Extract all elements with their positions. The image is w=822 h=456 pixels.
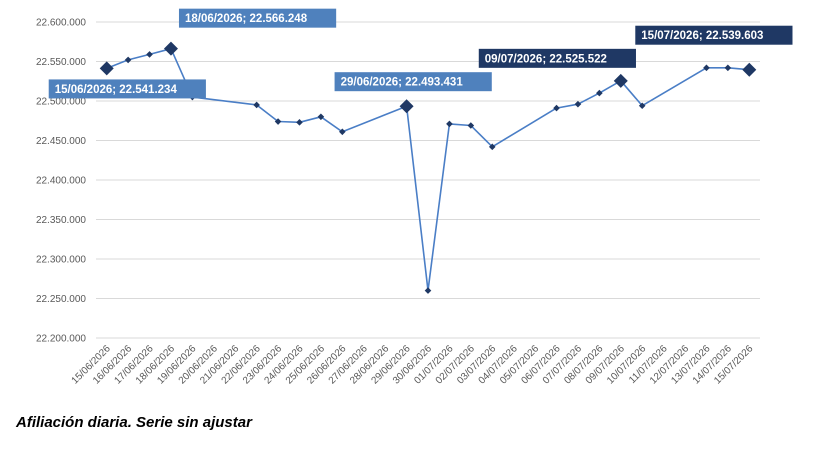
data-point [274, 118, 282, 125]
y-tick-label: 22.500.000 [36, 97, 86, 108]
data-point [124, 56, 132, 64]
data-point [339, 128, 346, 136]
callout-box [334, 72, 492, 92]
callout-box [635, 25, 793, 45]
callout-label: 09/07/2026; 22.525.522 [485, 53, 607, 65]
data-point [574, 100, 582, 108]
highlight-point [613, 73, 628, 88]
data-point [424, 287, 432, 294]
y-tick-label: 22.200.000 [36, 334, 86, 345]
gridlines [96, 21, 760, 339]
data-point [638, 102, 646, 110]
callout-box [178, 8, 337, 28]
data-point [488, 143, 496, 151]
data-point [724, 64, 732, 72]
y-tick-label: 22.450.000 [36, 136, 86, 147]
data-callouts: 15/06/2026; 22.541.234 18/06/2026; 22.566… [48, 8, 793, 99]
data-point [296, 119, 303, 126]
callout: 18/06/2026; 22.566.248 [178, 8, 337, 28]
data-point [596, 89, 603, 97]
callout-label: 18/06/2026; 22.566.248 [185, 13, 308, 25]
chart-caption: Afiliación diaria. Serie sin ajustar [16, 414, 252, 431]
callout-label: 15/07/2026; 22.539.603 [641, 30, 763, 42]
y-tick-label: 22.300.000 [36, 255, 86, 266]
y-tick-label: 22.350.000 [36, 215, 86, 226]
data-point [253, 101, 260, 109]
callout-box [478, 48, 636, 68]
y-tick-label: 22.250.000 [36, 294, 86, 305]
data-point [467, 122, 475, 129]
y-tick-label: 22.600.000 [36, 18, 86, 29]
y-axis-ticks: 22.200.000 22.250.000 22.300.000 22.350.000… [36, 18, 86, 345]
data-point [446, 120, 453, 128]
callout-label: 15/06/2026; 22.541.234 [55, 84, 178, 96]
series-markers [99, 41, 757, 294]
data-point [553, 104, 560, 112]
highlight-point [742, 62, 757, 77]
y-tick-label: 22.400.000 [36, 176, 86, 187]
data-point [317, 113, 325, 121]
callout-label: 29/06/2026; 22.493.431 [341, 77, 464, 89]
y-tick-label: 22.550.000 [36, 57, 86, 68]
callout: 15/06/2026; 22.541.234 [48, 79, 206, 99]
callout: 29/06/2026; 22.493.431 [334, 72, 492, 92]
callout: 09/07/2026; 22.525.522 [478, 48, 636, 68]
data-point [146, 51, 153, 58]
callout: 15/07/2026; 22.539.603 [635, 25, 793, 45]
x-axis-ticks: 15/06/202616/06/202617/06/202618/06/2026… [70, 343, 756, 386]
data-point [703, 64, 710, 72]
highlight-point [99, 61, 114, 76]
callout-box [48, 79, 206, 99]
highlight-point [399, 99, 414, 114]
line-chart: 22.200.000 22.250.000 22.300.000 22.350.000… [36, 8, 793, 387]
highlight-point [163, 41, 178, 56]
